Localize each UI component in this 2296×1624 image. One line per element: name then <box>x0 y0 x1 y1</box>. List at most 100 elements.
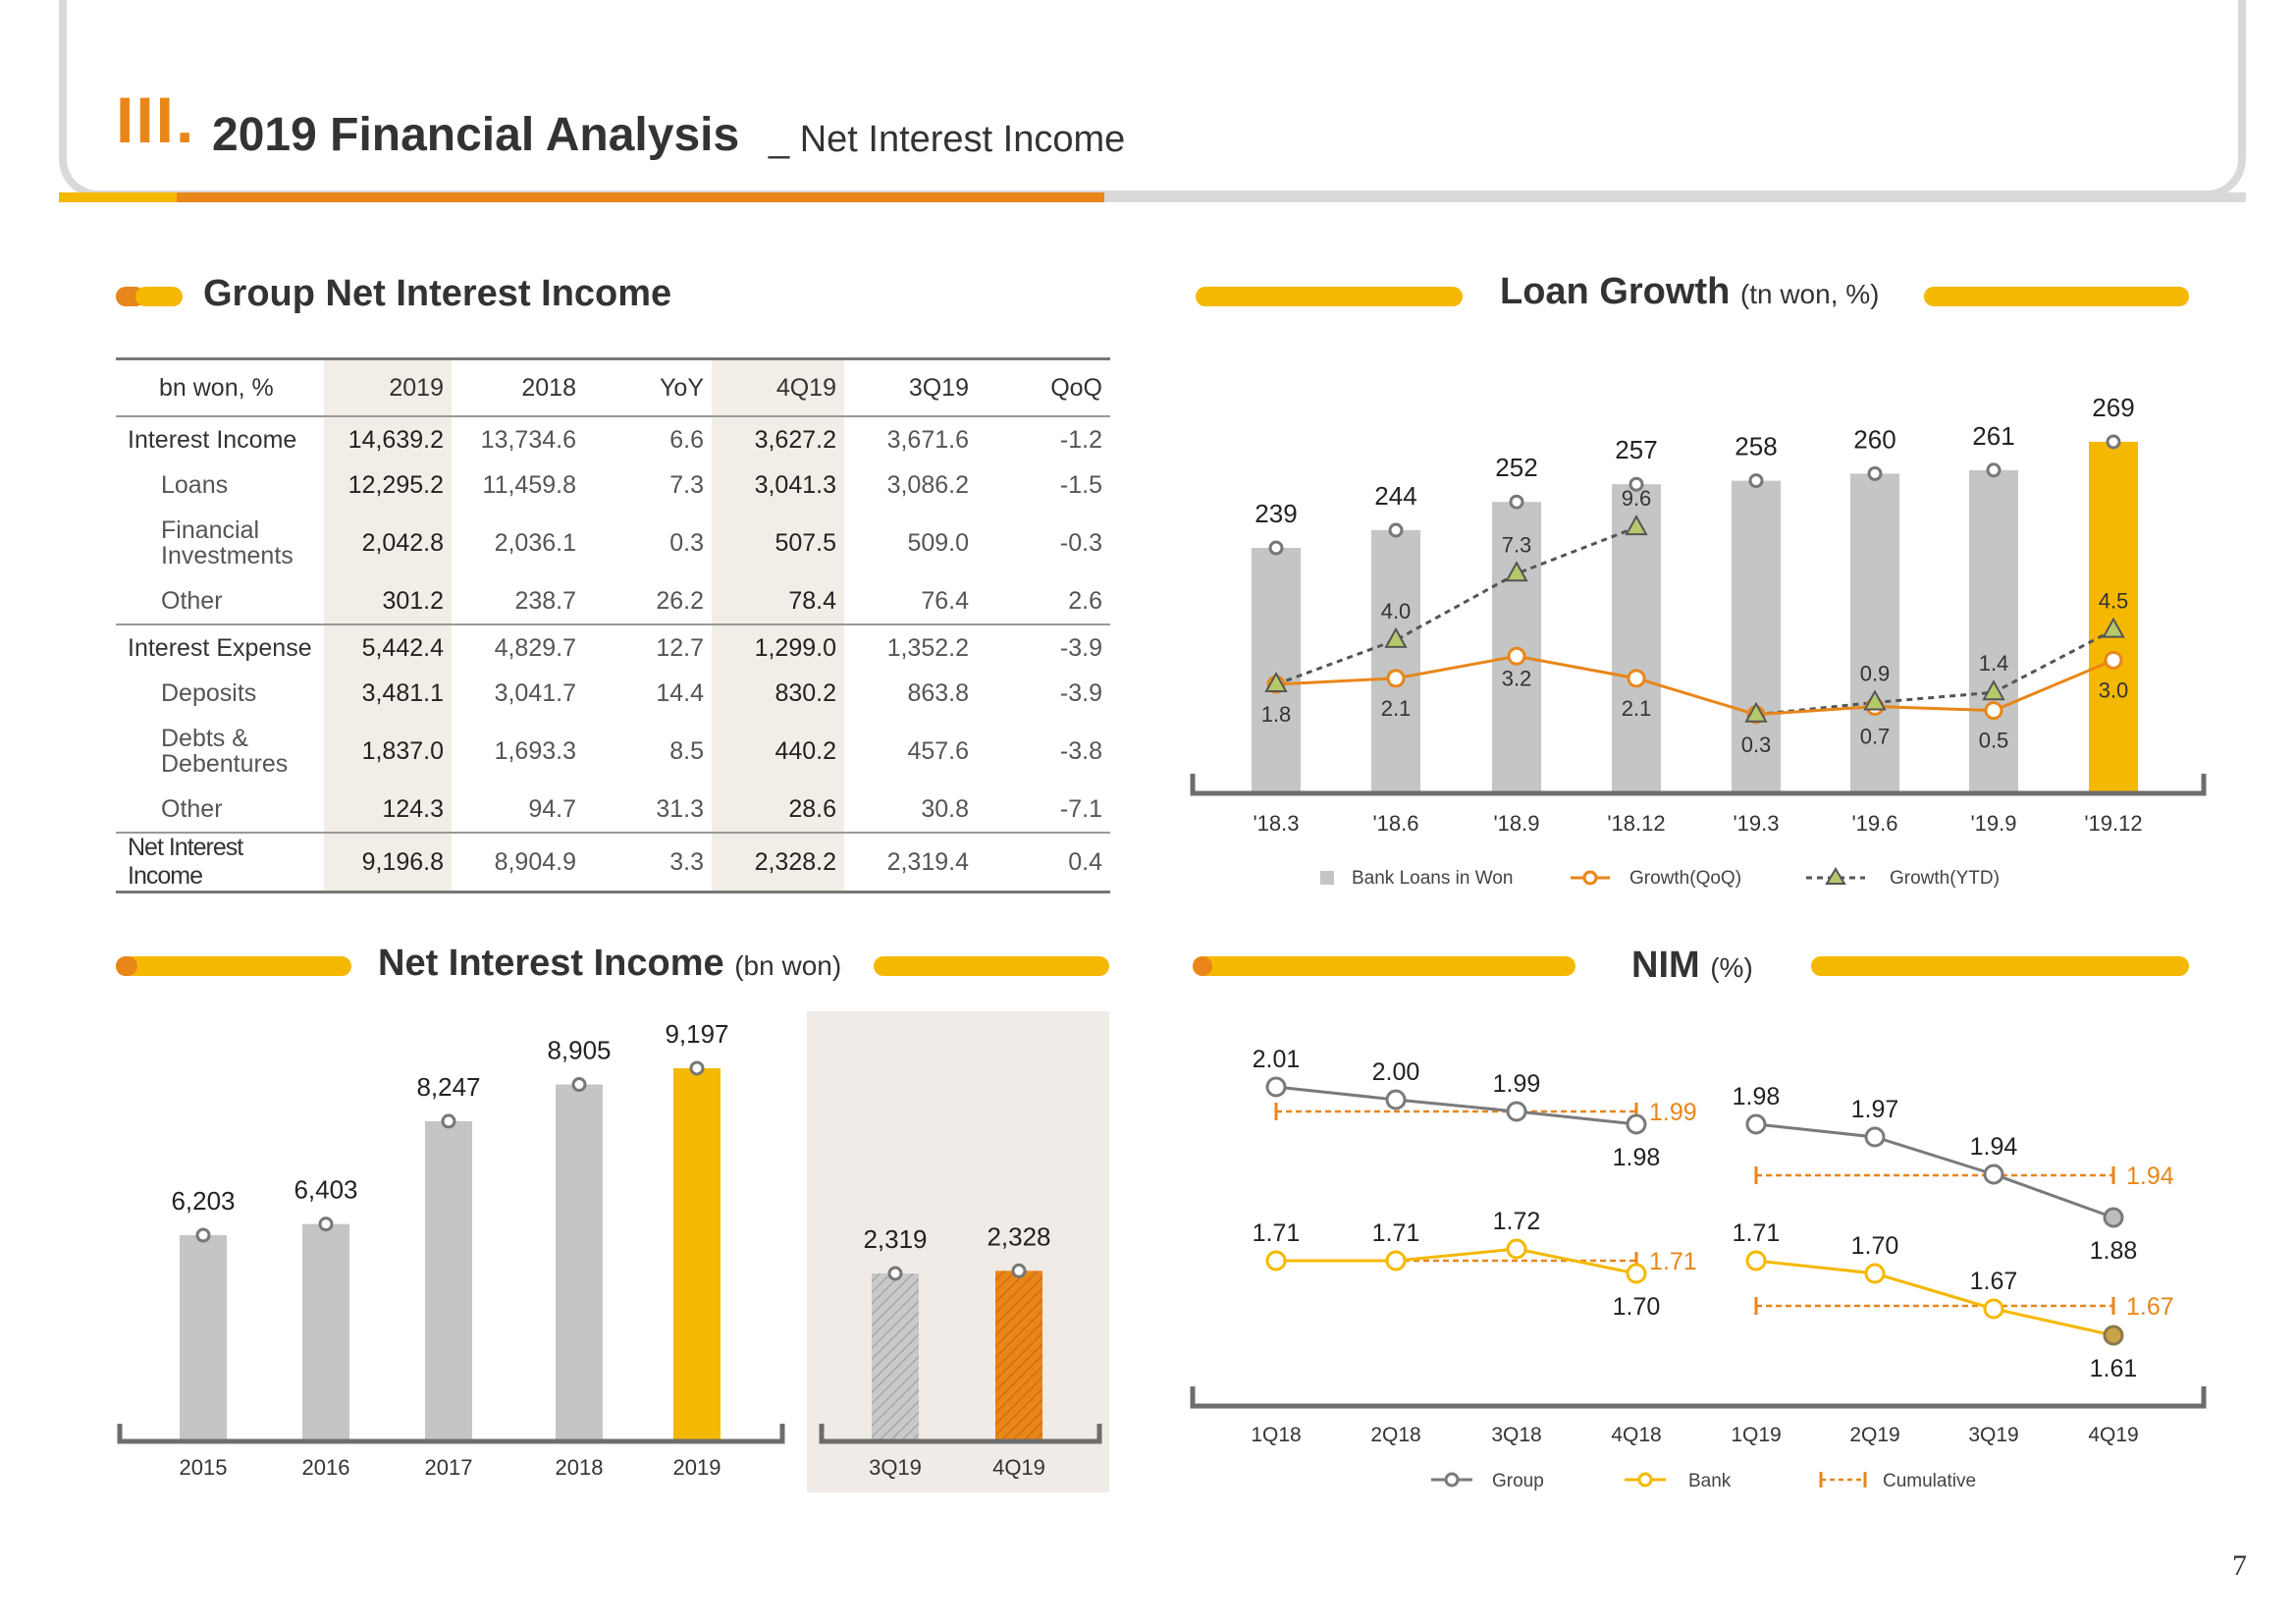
nim-x-tick: 3Q19 <box>1968 1424 2018 1446</box>
nii-chart: 6,203 2015 6,403 2016 8,247 2017 8,905 2018 9,19… <box>117 1021 1102 1480</box>
table-cell: 8,904.9 <box>452 832 584 893</box>
bank-label: 1.71 <box>1372 1219 1420 1247</box>
table-cell: 830.2 <box>712 671 844 716</box>
qoq-label: 3.2 <box>1502 666 1532 690</box>
bank-point <box>1864 1263 1886 1284</box>
ytd-point <box>2102 617 2125 638</box>
loan-bar-label: 260 <box>1853 424 1896 454</box>
nii-bar <box>556 1084 603 1441</box>
page-title: 2019 Financial Analysis <box>212 109 740 161</box>
loan-x-tick: '18.3 <box>1253 811 1299 836</box>
table-cell: -1.2 <box>977 415 1110 462</box>
group-point <box>2103 1207 2124 1228</box>
nii-q-label: 2,319 <box>863 1224 927 1254</box>
table-row: Net Interest Income 9,196.8 8,904.9 3.3 2,32… <box>116 832 1110 893</box>
loan-bar-label: 244 <box>1374 481 1416 511</box>
nii-q-tick: 4Q19 <box>992 1455 1045 1480</box>
table-header: QoQ <box>977 357 1110 417</box>
section-marker <box>1193 956 1575 976</box>
qoq-line <box>1275 654 2114 717</box>
section-number: III. <box>116 83 196 156</box>
table-header: 3Q19 <box>844 357 977 417</box>
row-label: Loans <box>161 470 229 499</box>
section-marker <box>1193 956 1212 976</box>
row-label: Debts & Debentures <box>161 725 289 778</box>
table-cell: 8.5 <box>669 737 704 765</box>
table-cell: 3,041.3 <box>712 462 844 508</box>
x-axis <box>1190 1386 2207 1409</box>
table-cell: 238.7 <box>514 586 576 615</box>
bank-label: 1.61 <box>2090 1355 2138 1382</box>
legend-label: Cumulative <box>1883 1471 1976 1491</box>
nim-x-tick: 2Q19 <box>1849 1424 1899 1446</box>
nii-x-tick: 2015 <box>180 1455 228 1480</box>
bank-point <box>1265 1250 1287 1272</box>
nii-bar-marker <box>689 1060 705 1076</box>
loan-bar <box>1732 480 1781 793</box>
table-cell: 14.4 <box>656 678 704 707</box>
table-cell: 301.2 <box>324 578 452 624</box>
loan-x-tick: '19.12 <box>2084 811 2142 836</box>
ytd-label: 7.3 <box>1502 532 1532 557</box>
table-cell: 12,295.2 <box>324 462 452 508</box>
table-cell: 4,829.7 <box>452 623 584 671</box>
x-axis <box>117 1424 785 1444</box>
loan-bar-label: 269 <box>2092 393 2134 422</box>
table-header: 4Q19 <box>712 357 844 417</box>
table-header: 2018 <box>452 357 584 417</box>
loan-x-tick: '18.12 <box>1607 811 1665 836</box>
table-cell: -1.5 <box>1059 470 1102 499</box>
loan-bar-marker <box>1629 476 1644 492</box>
group-point <box>1626 1113 1647 1135</box>
table-cell: -3.9 <box>1059 678 1102 707</box>
row-label: Other <box>161 794 223 823</box>
section-marker <box>1196 287 1463 306</box>
bank-point <box>1626 1263 1647 1284</box>
bank-point <box>2103 1325 2124 1346</box>
loan-x-tick: '19.6 <box>1851 811 1897 836</box>
legend-label: Bank <box>1688 1471 1732 1491</box>
loan-x-tick: '18.9 <box>1493 811 1539 836</box>
table-cell: 76.4 <box>921 586 969 615</box>
nii-bar-label: 6,403 <box>294 1175 357 1205</box>
loan-bar <box>1252 548 1301 793</box>
group-point <box>1385 1089 1407 1110</box>
qoq-label: 2.1 <box>1622 696 1652 721</box>
table-cell: 2.6 <box>1068 586 1102 615</box>
table-row: Interest Income 14,639.2 13,734.6 6.6 3,627.… <box>116 415 1110 462</box>
bank-label: 1.70 <box>1851 1232 1899 1260</box>
nim-x-tick: 4Q18 <box>1611 1424 1661 1446</box>
table-cell: 7.3 <box>669 470 704 499</box>
nii-q-tick: 3Q19 <box>869 1455 922 1480</box>
section-marker <box>874 956 1109 976</box>
table-cell: 2,042.8 <box>324 508 452 578</box>
nii-q-label: 2,328 <box>987 1221 1050 1251</box>
ytd-point <box>1625 514 1648 536</box>
ytd-point <box>1744 701 1768 723</box>
ytd-label: 4.5 <box>2099 589 2129 614</box>
table-cell: 28.6 <box>712 786 844 833</box>
nii-x-tick: 2018 <box>556 1455 604 1480</box>
section-marker <box>1924 287 2189 306</box>
table-cell: 14,639.2 <box>324 415 452 462</box>
nii-title: Net Interest Income (bn won) <box>378 943 842 984</box>
nii-bar-marker <box>195 1227 211 1243</box>
table-cell: 26.2 <box>656 586 704 615</box>
loan-bar <box>1969 469 2018 793</box>
nii-bar <box>180 1235 227 1441</box>
ytd-line <box>1275 525 1637 686</box>
ytd-point <box>1384 626 1408 648</box>
table-cell: 2,036.1 <box>494 529 576 557</box>
table-cell: 78.4 <box>712 578 844 624</box>
loan-bar-marker <box>1509 494 1524 510</box>
nii-bar-label: 8,905 <box>547 1036 611 1065</box>
ytd-point <box>1505 561 1528 582</box>
loan-x-tick: '19.3 <box>1733 811 1779 836</box>
nii-q-bar <box>872 1273 919 1441</box>
table-cell: 13,734.6 <box>452 415 584 462</box>
legend-label: Growth(QoQ) <box>1629 868 1741 889</box>
group-label: 1.94 <box>1970 1133 2018 1161</box>
nii-bar <box>302 1223 349 1441</box>
table-cell: 2,328.2 <box>712 832 844 893</box>
group-point <box>1506 1101 1527 1122</box>
